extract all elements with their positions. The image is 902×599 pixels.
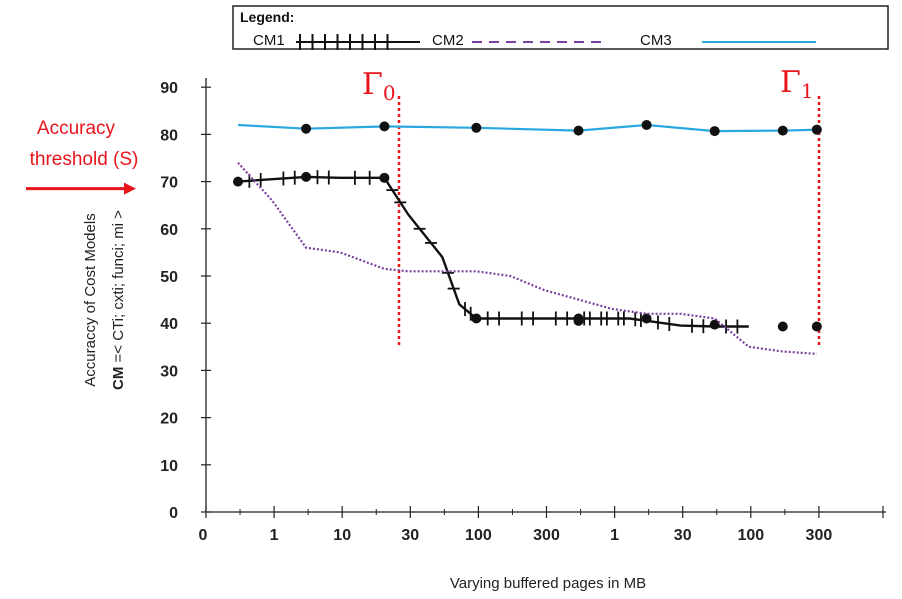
- y-tick-label-20: 20: [160, 411, 178, 428]
- series-cm2-line: [237, 161, 817, 355]
- legend-swatch-cm1: [296, 34, 420, 50]
- series-cm3-line: [237, 123, 817, 133]
- gamma0-base: Γ: [362, 67, 383, 102]
- y-tick-label-0: 0: [169, 505, 178, 522]
- gamma0-label: Γ0: [362, 67, 396, 105]
- x-tick-label-9: 300: [806, 527, 833, 544]
- y-axis-title-line1: Accuraccy of Cost Models: [82, 213, 99, 386]
- x-ticks: 0 1 10 30 100 300 1 30 100 300: [199, 506, 884, 544]
- series-cm1-point: [641, 313, 652, 324]
- series-cm3-point: [811, 124, 822, 135]
- x-tick-label-0: 0: [199, 527, 208, 544]
- x-tick-label-5: 300: [533, 527, 560, 544]
- y-tick-label-80: 80: [160, 127, 178, 144]
- x-tick-label-2: 10: [333, 527, 351, 544]
- threshold-arrow: [26, 182, 136, 195]
- series-cm1-point: [379, 172, 390, 183]
- series-cm1-point: [573, 313, 584, 324]
- gamma1-base: Γ: [780, 65, 801, 100]
- y-tick-label-30: 30: [160, 363, 178, 380]
- legend-label-cm3: CM3: [640, 32, 672, 49]
- y-axis-title-formula: =< CTi; cxti; funci; mi >: [110, 210, 127, 367]
- threshold-label-line1: Accuracy: [37, 118, 116, 139]
- x-tick-label-1: 1: [270, 527, 279, 544]
- series-cm3-point: [301, 123, 312, 134]
- series-cm3-point: [379, 121, 390, 132]
- x-tick-label-7: 30: [674, 527, 692, 544]
- y-tick-label-40: 40: [160, 316, 178, 333]
- gamma1-subscript: 1: [801, 79, 814, 103]
- x-tick-label-8: 100: [737, 527, 764, 544]
- series-cm2: [237, 161, 817, 355]
- series-cm1-point: [709, 319, 720, 330]
- y-axis-title-line2: CM =< CTi; cxti; funci; mi >: [110, 210, 127, 390]
- x-tick-label-6: 1: [610, 527, 619, 544]
- legend-label-cm2: CM2: [432, 32, 464, 49]
- x-tick-label-4: 100: [465, 527, 492, 544]
- gamma0-subscript: 0: [383, 81, 396, 105]
- threshold-arrow-head: [124, 182, 136, 195]
- series-layer: [233, 119, 822, 355]
- series-cm1-point: [811, 321, 822, 332]
- x-axis-title: Varying buffered pages in MB: [450, 575, 646, 592]
- y-ticks: 0 10 20 30 40 50 60 70 80 90: [160, 80, 211, 522]
- y-tick-label-70: 70: [160, 175, 178, 192]
- series-cm1-point: [777, 321, 788, 332]
- y-tick-label-60: 60: [160, 222, 178, 239]
- series-cm1-point: [301, 171, 312, 182]
- series-cm3-point: [573, 125, 584, 136]
- x-tick-label-3: 30: [401, 527, 419, 544]
- series-cm3-point: [709, 126, 720, 137]
- series-cm3-point: [641, 119, 652, 130]
- series-cm1-point: [233, 176, 243, 187]
- series-cm1-line: [237, 175, 749, 328]
- y-tick-label-90: 90: [160, 80, 178, 97]
- y-tick-label-50: 50: [160, 269, 178, 286]
- gamma1-label: Γ1: [780, 65, 814, 103]
- series-cm1: [233, 170, 822, 334]
- gamma0-marker: Γ0: [362, 67, 401, 345]
- series-cm1-point: [471, 313, 482, 324]
- y-axis-title-cm: CM: [110, 367, 127, 390]
- gamma1-marker: Γ1: [780, 65, 821, 345]
- series-cm3: [237, 119, 822, 137]
- series-cm3-point: [777, 125, 788, 136]
- series-cm3-point: [471, 122, 482, 133]
- y-tick-label-10: 10: [160, 458, 178, 475]
- legend: Legend: CM1 CM2 CM3: [232, 5, 889, 50]
- legend-label-cm1: CM1: [253, 32, 285, 49]
- threshold-label-line2: threshold (S): [30, 149, 139, 170]
- legend-title: Legend:: [240, 9, 294, 25]
